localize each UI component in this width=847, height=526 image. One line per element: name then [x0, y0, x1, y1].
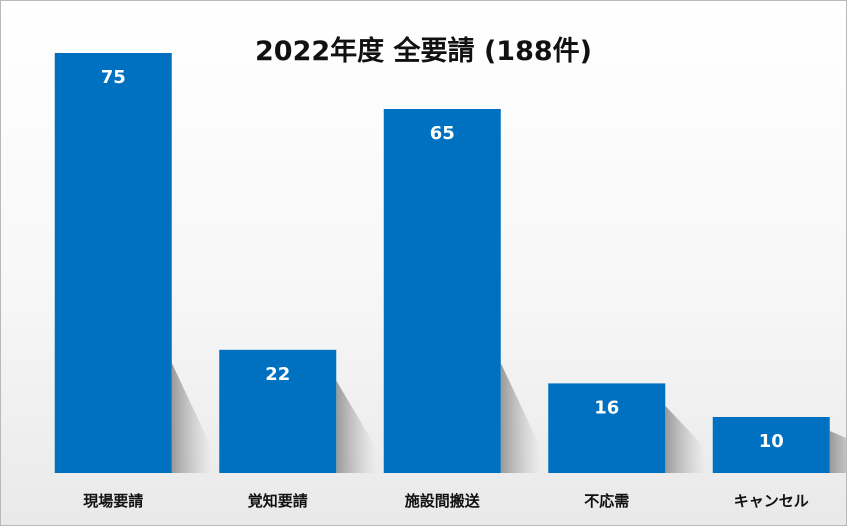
bar	[54, 53, 172, 473]
bar	[383, 109, 501, 473]
category-tick-label: 不応需	[584, 492, 629, 510]
data-label: 65	[430, 123, 455, 144]
bar	[219, 349, 337, 473]
bar-shadow	[829, 431, 846, 473]
bar-shadow	[336, 380, 377, 473]
bar	[712, 417, 830, 473]
data-label: 10	[759, 431, 784, 452]
category-tick-label: 覚知要請	[248, 492, 308, 510]
chart-title: 2022年度 全要請 (188件)	[255, 36, 592, 67]
bar-shadow	[171, 363, 212, 473]
category-tick-label: 施設間搬送	[405, 492, 481, 510]
data-label: 22	[265, 364, 290, 385]
bar-shadow	[500, 363, 541, 473]
bar-shadow	[665, 405, 706, 473]
data-label: 75	[101, 67, 126, 88]
category-tick-label: 現場要請	[83, 492, 143, 510]
category-tick-label: キャンセル	[734, 492, 809, 510]
bar	[548, 383, 666, 473]
data-label: 16	[594, 397, 619, 418]
